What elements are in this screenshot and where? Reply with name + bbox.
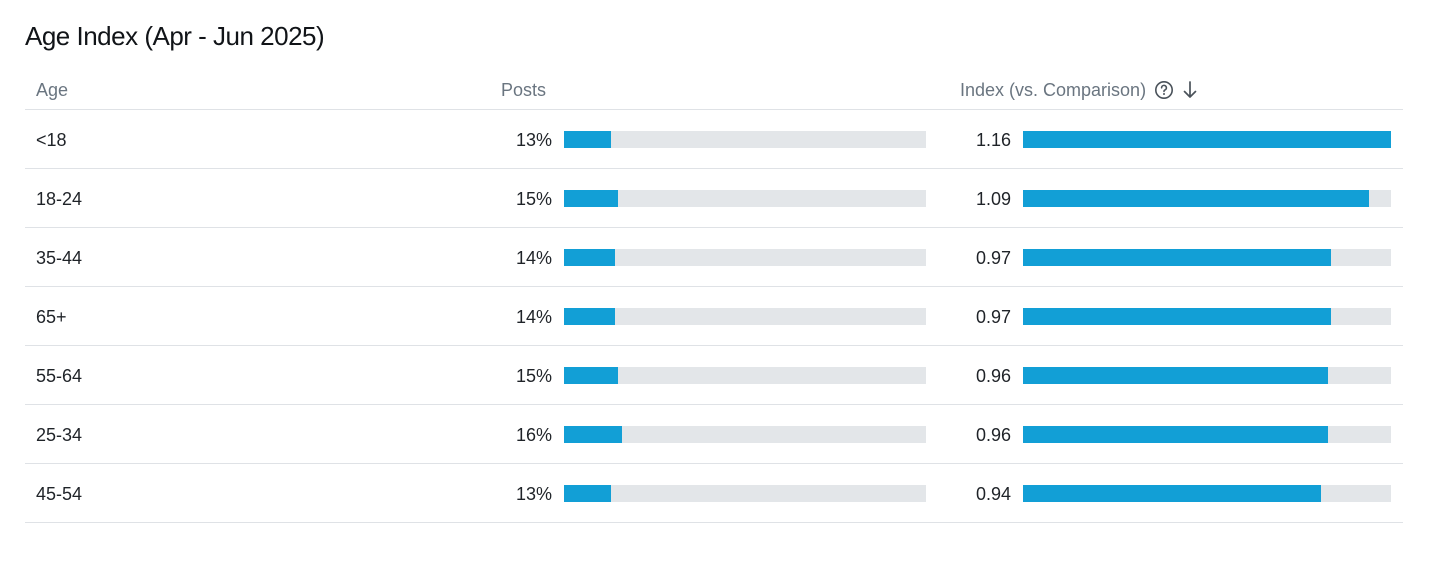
index-value: 1.16: [975, 130, 1011, 150]
arrow-down-icon[interactable]: [1182, 80, 1198, 100]
widget-title: Age Index (Apr - Jun 2025): [25, 21, 325, 51]
table-row: 55-64 15% 0.96: [25, 346, 1403, 405]
age-cell: 55-64: [36, 366, 83, 386]
posts-value: 15%: [515, 366, 552, 386]
index-bar-fill: [1023, 131, 1391, 148]
posts-bar-fill: [564, 249, 615, 266]
posts-bar-fill: [564, 190, 619, 207]
posts-bar-fill: [564, 131, 612, 148]
index-bar-fill: [1023, 367, 1328, 384]
table-row: 25-34 16% 0.96: [25, 405, 1403, 464]
index-bar-track: [1023, 190, 1391, 207]
posts-value: 14%: [515, 248, 552, 268]
posts-value: 14%: [515, 307, 552, 327]
posts-bar-fill: [564, 367, 619, 384]
posts-bar-fill: [564, 485, 612, 502]
index-bar-track: [1023, 485, 1391, 502]
posts-bar-track: [564, 249, 926, 266]
column-header-index-label: Index (vs. Comparison): [960, 80, 1147, 100]
table-row: 18-24 15% 1.09: [25, 169, 1403, 228]
age-cell: 25-34: [36, 425, 83, 445]
age-index-table: Age Posts Index (vs. Comparison) <18 13% 1…: [25, 70, 1403, 523]
index-value: 0.96: [975, 366, 1011, 386]
age-cell: 35-44: [36, 248, 83, 268]
index-bar-fill: [1023, 426, 1328, 443]
index-bar-track: [1023, 308, 1391, 325]
table-row: <18 13% 1.16: [25, 110, 1403, 169]
table-row: 45-54 13% 0.94: [25, 464, 1403, 523]
posts-value: 15%: [515, 189, 552, 209]
index-bar-track: [1023, 131, 1391, 148]
age-cell: <18: [36, 130, 67, 150]
posts-bar-track: [564, 485, 926, 502]
table-header: Age Posts Index (vs. Comparison): [25, 70, 1403, 110]
index-value: 0.94: [975, 484, 1011, 504]
index-bar-fill: [1023, 190, 1369, 207]
posts-bar-track: [564, 308, 926, 325]
table-body: <18 13% 1.16 18-24 15% 1.09 35-44 14% 0.97 65+ 14%…: [25, 110, 1403, 523]
posts-bar-track: [564, 426, 926, 443]
index-bar-track: [1023, 367, 1391, 384]
posts-value: 16%: [515, 425, 552, 445]
index-bar-fill: [1023, 308, 1331, 325]
index-bar-fill: [1023, 249, 1331, 266]
column-header-index[interactable]: Index (vs. Comparison): [960, 79, 1198, 101]
posts-bar-track: [564, 190, 926, 207]
posts-bar-fill: [564, 308, 615, 325]
question-circle-icon[interactable]: [1154, 80, 1174, 100]
index-bar-fill: [1023, 485, 1322, 502]
column-header-posts[interactable]: Posts: [501, 80, 547, 100]
posts-bar-track: [564, 367, 926, 384]
age-cell: 65+: [36, 307, 67, 327]
age-cell: 18-24: [36, 189, 83, 209]
index-value: 0.97: [975, 307, 1011, 327]
age-index-widget: Age Index (Apr - Jun 2025) Age Posts Ind…: [25, 0, 1403, 571]
posts-value: 13%: [515, 484, 552, 504]
index-value: 0.96: [975, 425, 1011, 445]
posts-bar-track: [564, 131, 926, 148]
index-value: 1.09: [975, 189, 1011, 209]
table-row: 35-44 14% 0.97: [25, 228, 1403, 287]
posts-bar-fill: [564, 426, 622, 443]
index-bar-track: [1023, 249, 1391, 266]
column-header-age[interactable]: Age: [36, 80, 69, 100]
table-row: 65+ 14% 0.97: [25, 287, 1403, 346]
posts-value: 13%: [515, 130, 552, 150]
age-cell: 45-54: [36, 484, 83, 504]
index-value: 0.97: [975, 248, 1011, 268]
index-bar-track: [1023, 426, 1391, 443]
